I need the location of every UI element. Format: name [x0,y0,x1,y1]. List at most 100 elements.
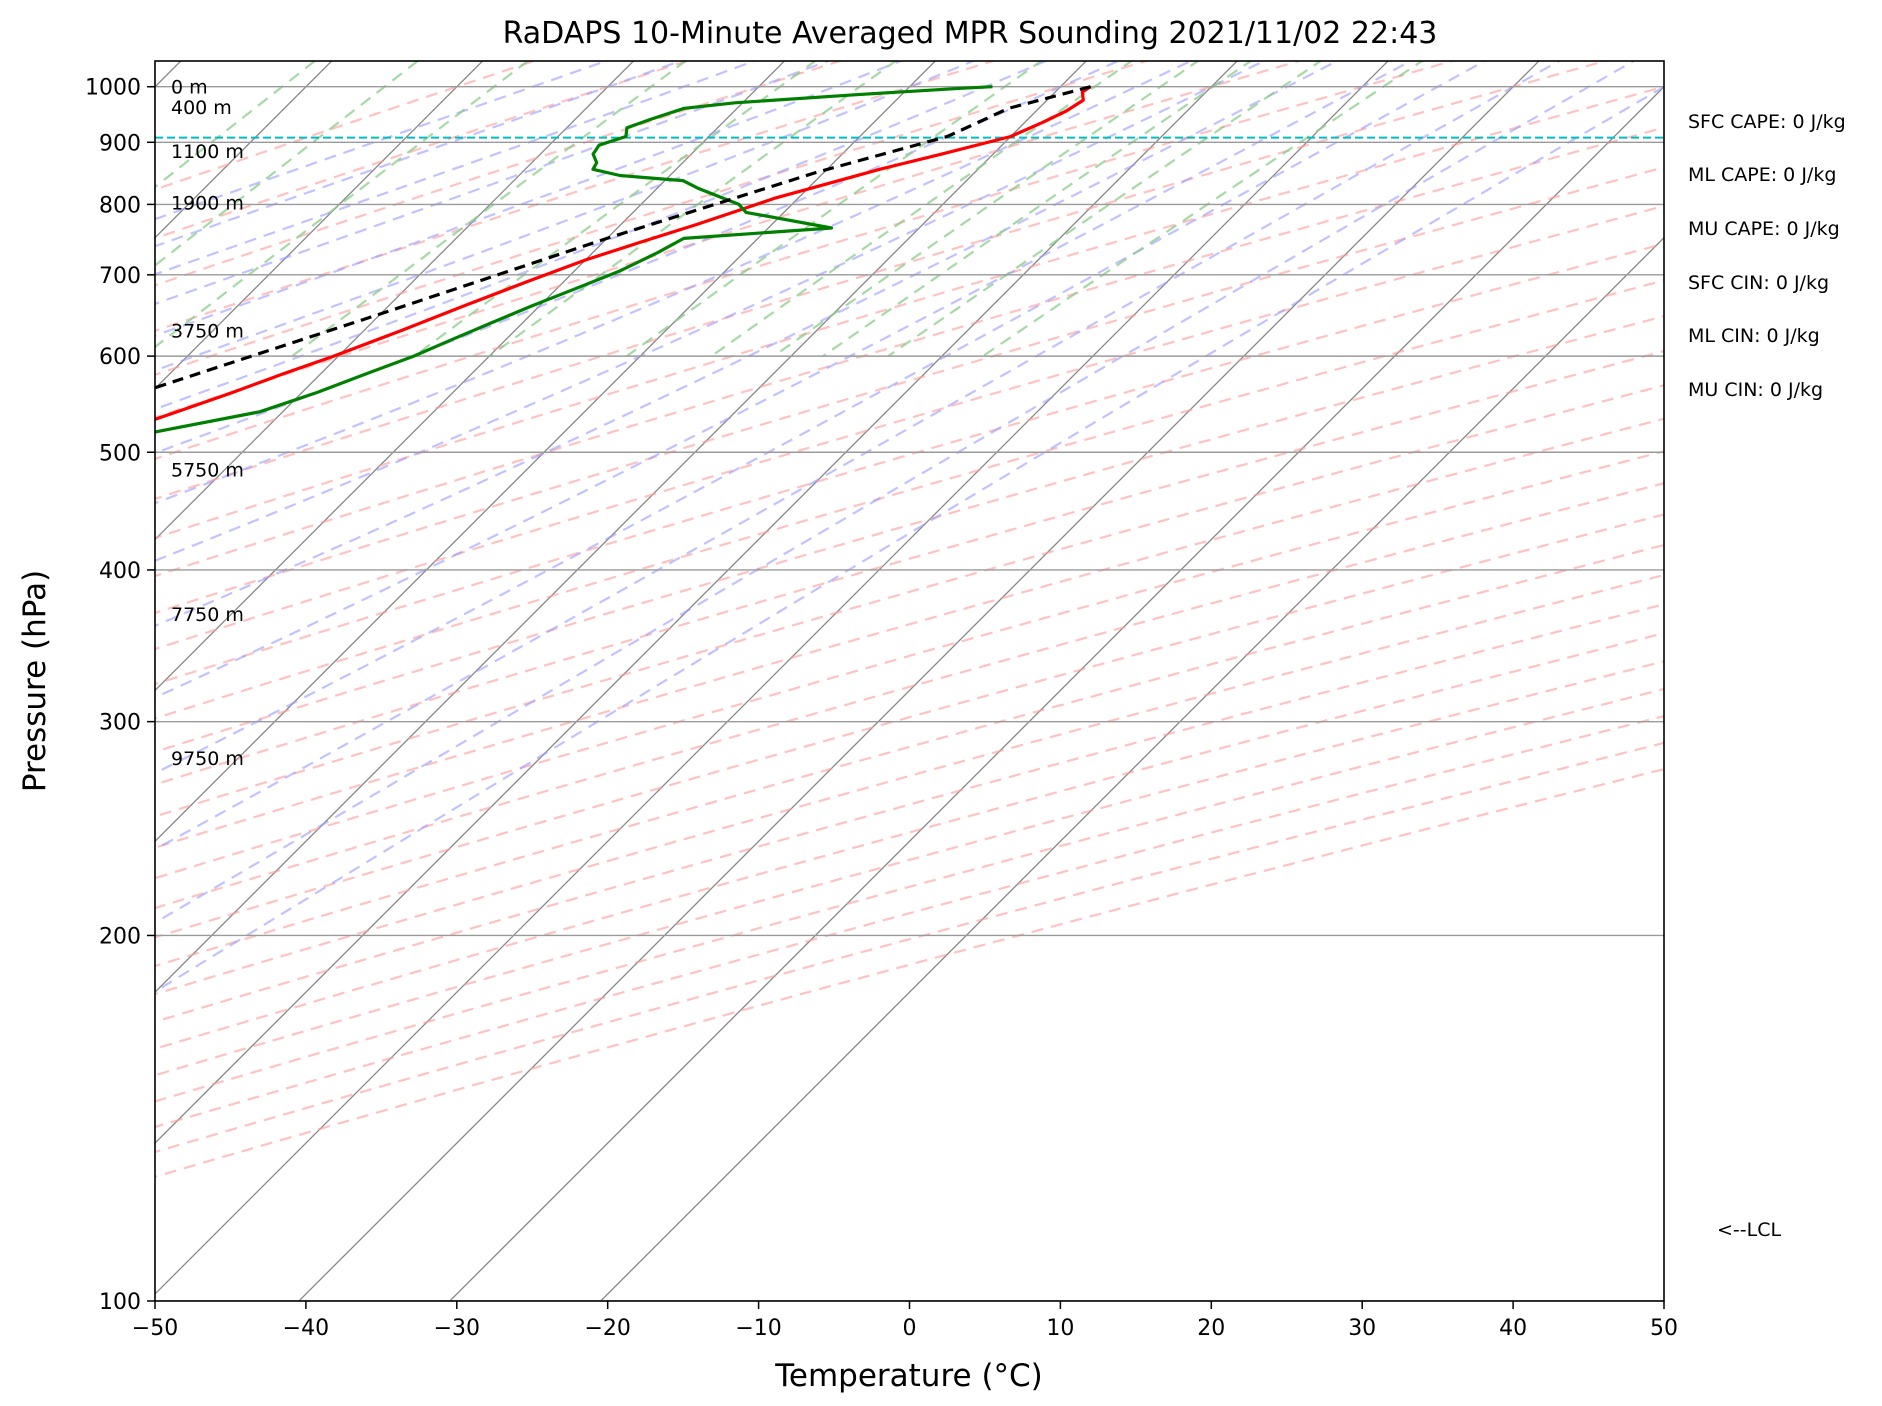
dewpoint-profile-line [155,85,993,434]
x-tick-label: 20 [1197,1316,1225,1341]
dry-adiabat-line [155,279,1664,720]
isotherm-line [155,61,1088,994]
parcel-profile-line [155,85,1092,390]
dry-adiabat-line [155,603,1664,1023]
mixing-ratio-line [982,61,1425,358]
isotherm-line [155,61,786,692]
y-tick-label: 400 [99,559,141,584]
mu-cin-value: MU CIN: 0 J/kg [1688,379,1824,401]
mixing-ratio-line [822,61,1253,358]
isotherm-line [155,61,1389,1295]
moist-adiabat-line [155,61,684,248]
x-tick-label: −40 [283,1316,329,1341]
lcl-label: <--LCL [1717,1219,1781,1241]
height-label: 7750 m [171,604,244,626]
dry-adiabat-line [155,741,1664,1154]
moist-adiabat-line [155,61,1267,562]
height-label: 5750 m [171,459,244,481]
mixing-ratio-line [155,61,420,267]
moist-adiabat-line [155,85,1664,993]
pressure-grid [155,86,1664,1301]
dry-adiabat-line [155,417,1664,849]
sfc-cin-value: SFC CIN: 0 J/kg [1688,272,1830,294]
y-tick-label: 600 [99,345,141,370]
dry-adiabat-line [155,166,1664,615]
y-tick-label: 800 [99,193,141,218]
height-label: 400 m [171,97,232,119]
moist-adiabat-line [155,61,1488,775]
sounding-profiles [155,85,1092,434]
ml-cin-value: ML CIN: 0 J/kg [1688,325,1820,347]
x-axis-label: Temperature (°C) [774,1358,1043,1394]
temperature-profile-line [155,85,1092,422]
dry-adiabat-line [155,350,1664,786]
moist-adiabat-line [155,61,1049,411]
x-tick-label: −20 [584,1316,630,1341]
mixing-ratio-line [291,61,688,357]
dry-adiabat-line [155,61,1304,419]
y-tick-label: 700 [99,264,141,289]
moist-adiabat-line [155,61,1562,851]
dry-adiabat-line [155,573,1664,996]
mixing-ratio-line [772,61,1200,358]
dry-adiabat-line [155,715,1664,1129]
x-tick-label: −30 [434,1316,480,1341]
dry-adiabat-line [155,85,1664,540]
y-tick-label: 500 [99,441,141,466]
x-tick-label: −50 [132,1316,178,1341]
isotherm-line [155,61,937,843]
y-tick-label: 900 [99,131,141,156]
dry-adiabat-line [155,61,1610,501]
mixing-ratio-line [887,61,1323,358]
axis-ticks: −50 −40 −30 −20 −10 0 10 20 30 40 50 100 200 300 400 50… [85,76,1678,1341]
moist-adiabat-line [155,61,977,372]
dry-adiabat-line [155,61,691,240]
moist-adiabat-line [155,61,1121,455]
dry-adiabat-line [155,513,1664,939]
moist-adiabat-line [155,61,758,276]
height-label: 3750 m [171,320,244,342]
dry-adiabat-line [155,767,1664,1178]
mixing-ratio-line [489,61,898,357]
moist-adiabat-line [155,61,1414,699]
mixing-ratio-line [155,61,317,189]
y-tick-label: 200 [99,924,141,949]
moist-adiabat-line [155,61,1636,924]
isotherm-line [599,236,1664,1301]
x-tick-label: 0 [903,1316,917,1341]
reference-lines [155,61,1664,1301]
dry-adiabat-line [155,543,1664,968]
height-label: 9750 m [171,748,244,770]
y-tick-label: 300 [99,711,141,736]
dry-adiabat-line [155,315,1664,753]
x-tick-label: 40 [1499,1316,1527,1341]
sfc-cape-value: SFC CAPE: 0 J/kg [1688,111,1846,133]
x-tick-label: 10 [1046,1316,1074,1341]
dry-adiabat-line [155,61,1150,376]
dry-adiabat-line [155,61,1457,461]
mu-cape-value: MU CAPE: 0 J/kg [1688,218,1840,240]
moist-adiabat-line [155,61,831,306]
dry-adiabat-line [155,204,1664,651]
dry-adiabat-line [155,450,1664,880]
height-labels: 9750 m 7750 m 5750 m 3750 m 1900 m 1100 m 400 … [171,77,244,770]
y-axis-label: Pressure (hPa) [17,570,53,792]
height-label: 1900 m [171,192,244,214]
x-tick-label: 50 [1650,1316,1678,1341]
isotherm-line [155,61,635,541]
mixing-ratio-line [626,61,1044,357]
height-label: 1100 m [171,141,244,163]
height-label: 0 m [171,77,208,99]
dry-adiabat-line [155,687,1664,1103]
dry-adiabat-line [155,384,1664,818]
mixing-ratio-line [413,61,818,357]
x-tick-label: 30 [1348,1316,1376,1341]
dry-adiabat-line [155,242,1664,686]
moist-adiabat-line [155,61,904,337]
x-tick-label: −10 [735,1316,781,1341]
y-tick-label: 1000 [85,76,141,101]
dry-adiabat-line [155,631,1664,1050]
isotherm-line [155,61,1239,1145]
isotherm-line [448,85,1664,1301]
dry-adiabat-line [155,660,1664,1077]
